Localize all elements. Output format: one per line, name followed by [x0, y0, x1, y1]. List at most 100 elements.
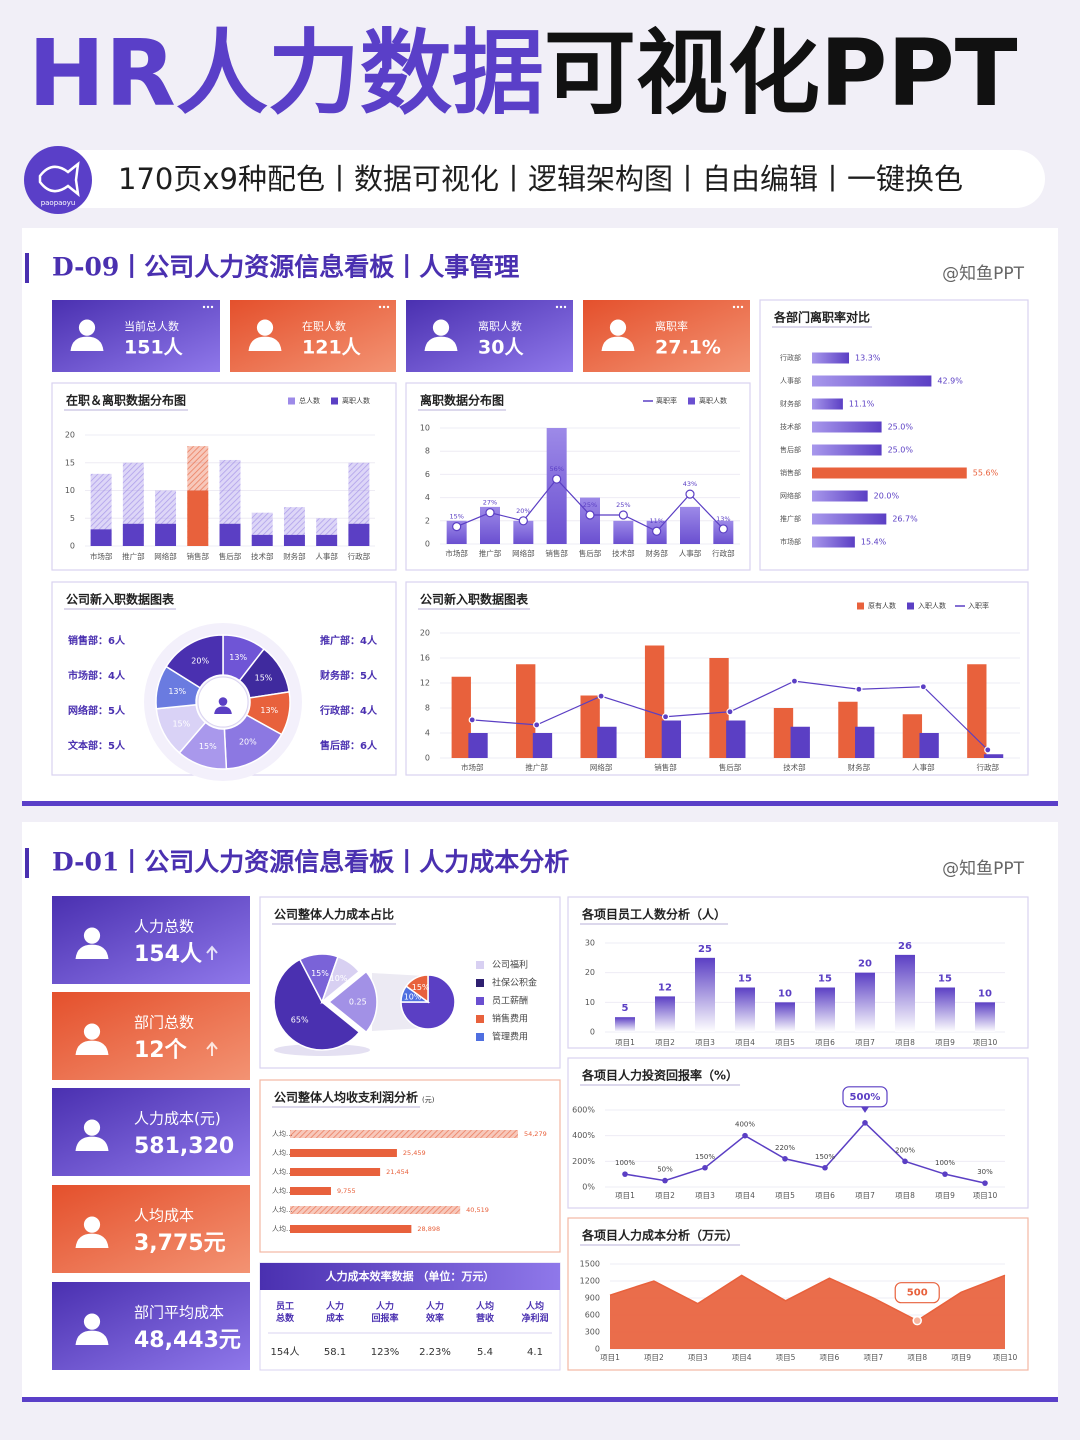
- legend-label: 社保公积金: [492, 977, 537, 989]
- y-tick-label: 30: [585, 939, 595, 948]
- data-label: 100%: [615, 1159, 635, 1167]
- y-tick-label: 10: [585, 998, 595, 1007]
- y-tick-label: 0%: [582, 1183, 595, 1192]
- bar: [967, 664, 987, 758]
- pie-label: 文本部：5人: [68, 739, 126, 752]
- bar: [895, 954, 915, 1032]
- line-marker: [585, 510, 595, 520]
- data-label: 100%: [935, 1159, 955, 1167]
- bar: [812, 352, 850, 364]
- legend-label: 管理费用: [492, 1031, 528, 1043]
- bar: [283, 534, 305, 546]
- callout: [894, 1282, 940, 1304]
- kpi-card: [52, 896, 250, 984]
- data-label: 11.1%: [849, 400, 875, 409]
- y-tick-label: 1500: [580, 1260, 600, 1269]
- x-tick-label: 售后部: [219, 551, 242, 561]
- y-tick-label: 技术部: [780, 422, 801, 431]
- card-menu: [559, 305, 563, 309]
- legend-swatch: [476, 1033, 484, 1041]
- y-tick-label: 0: [425, 540, 430, 549]
- data-label: 20: [858, 959, 872, 970]
- x-tick-label: 项目9: [935, 1038, 955, 1047]
- line-marker: [685, 489, 695, 499]
- bar: [613, 520, 634, 544]
- area-fill: [610, 1275, 1005, 1349]
- kpi-card: [406, 300, 573, 372]
- data-label: 200%: [895, 1146, 915, 1154]
- line-marker: [597, 692, 605, 700]
- y-tick-label: 人均...: [272, 1148, 293, 1157]
- card-menu: [563, 305, 567, 309]
- brand: @知鱼PPT: [942, 264, 1025, 284]
- y-tick-label: 推广部: [780, 514, 801, 523]
- x-tick-label: 网络部: [590, 762, 613, 772]
- slice-label: 65%: [291, 1016, 309, 1025]
- y-tick-label: 8: [425, 704, 430, 713]
- y-tick-label: 2: [425, 516, 430, 525]
- x-tick-label: 人事部: [912, 762, 935, 772]
- table-header: 人力回报率: [371, 1300, 398, 1324]
- legend-swatch: [476, 997, 484, 1005]
- legend-label: 原有人数: [868, 601, 896, 610]
- table-cell: 5.4: [477, 1347, 493, 1358]
- bar: [661, 720, 682, 758]
- y-tick-label: 售后部: [780, 445, 801, 454]
- y-tick-label: 6: [425, 470, 430, 479]
- y-tick-label: 5: [70, 514, 75, 523]
- bar: [155, 523, 177, 546]
- slice: [273, 958, 361, 1051]
- chart-title: 各项目人力投资回报率（%）: [581, 1068, 738, 1083]
- legend-label: 公司福利: [492, 959, 528, 971]
- bar: [451, 676, 471, 758]
- legend-swatch: [907, 602, 914, 610]
- subtitle-bar: [30, 150, 1045, 208]
- y-tick-label: 400%: [572, 1131, 595, 1140]
- data-label: 15: [818, 974, 832, 985]
- x-tick-label: 推广部: [525, 762, 548, 772]
- y-tick-label: 300: [585, 1328, 600, 1337]
- bar: [812, 467, 967, 479]
- y-tick-label: 0: [590, 1028, 595, 1037]
- callout-dot: [912, 1315, 922, 1326]
- bar: [790, 726, 810, 758]
- bar: [775, 1002, 795, 1032]
- legend-swatch: [476, 1015, 484, 1023]
- slide-stripe: [22, 801, 1058, 806]
- x-tick-label: 项目6: [820, 1353, 840, 1362]
- line-marker: [468, 716, 476, 724]
- bar: [838, 701, 858, 758]
- bar: [290, 1206, 461, 1214]
- y-tick-label: 人均...: [272, 1129, 293, 1138]
- bar: [290, 1168, 381, 1176]
- card-menu: [386, 305, 390, 309]
- subtitle: 170页x9种配色丨数据可视化丨逻辑架构图丨自由编辑丨一键换色: [118, 162, 963, 196]
- x-tick-label: 项目3: [695, 1038, 715, 1047]
- icon: [75, 944, 109, 959]
- kpi-card: [230, 300, 396, 372]
- kpi-card: [52, 1185, 250, 1273]
- slice-label: 10%: [330, 974, 348, 983]
- y-tick-label: 人均...: [272, 1205, 293, 1214]
- slice-label: 15%: [172, 719, 190, 728]
- line-marker: [718, 524, 728, 534]
- pie-label: 售后部：6人: [320, 739, 378, 752]
- data-label: 21,454: [386, 1168, 409, 1176]
- x-tick-label: 项目7: [855, 1038, 875, 1047]
- x-tick-label: 项目5: [775, 1191, 795, 1200]
- bar: [468, 733, 488, 758]
- x-tick-label: 项目1: [615, 1038, 635, 1047]
- y-tick-label: 市场部: [780, 537, 801, 546]
- kpi-label: 在职人数: [302, 320, 346, 333]
- data-label: 40,519: [466, 1206, 489, 1214]
- bar: [726, 720, 746, 758]
- y-tick-label: 财务部: [780, 399, 801, 408]
- y-tick-label: 15: [65, 458, 75, 467]
- data-label: 150%: [695, 1153, 715, 1161]
- pie-label: 网络部：5人: [68, 704, 126, 717]
- page-title: HR人力数据可视化PPT: [28, 20, 1018, 127]
- x-tick-label: 项目8: [907, 1353, 927, 1362]
- chart-title: 各部门离职率对比: [773, 310, 870, 325]
- kpi-label: 当前总人数: [124, 319, 179, 333]
- data-label: 56%: [549, 465, 563, 473]
